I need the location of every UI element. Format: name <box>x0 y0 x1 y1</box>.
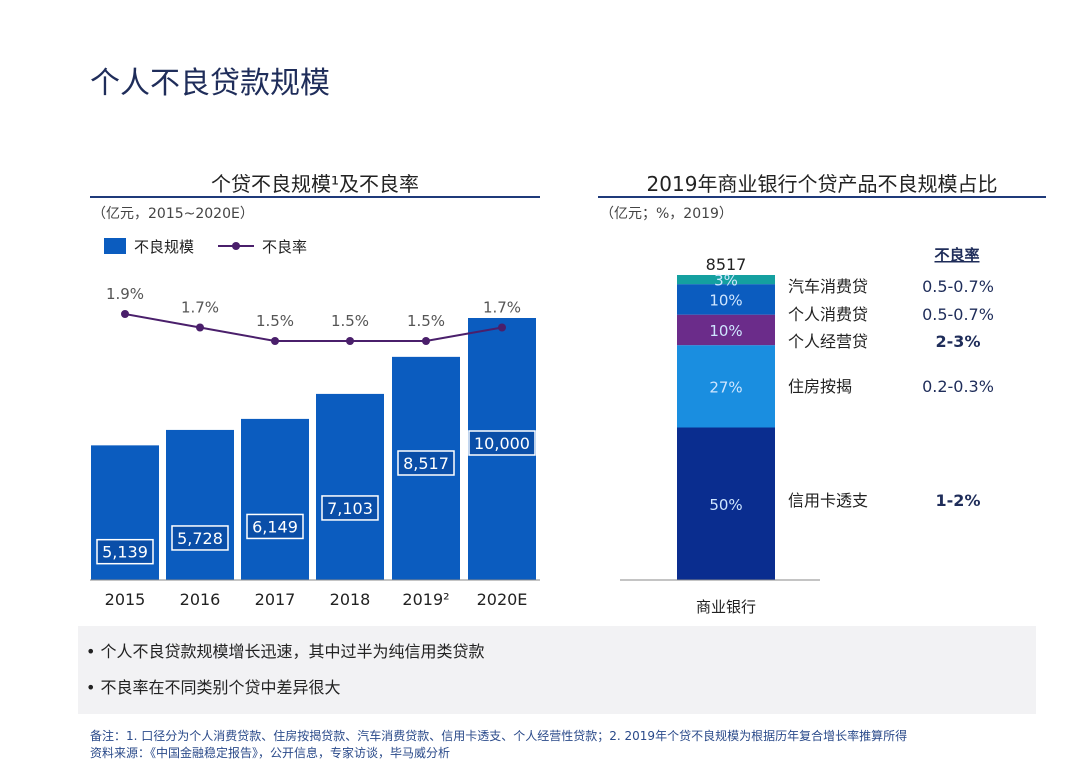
left-chart-title: 个贷不良规模¹及不良率 <box>210 172 420 196</box>
segment-name: 住房按揭 <box>788 377 852 396</box>
segment-name: 个人消费贷 <box>788 305 868 324</box>
right-chart-subtitle: （亿元；%，2019） <box>600 206 733 222</box>
right-title-rule <box>598 196 1046 198</box>
rate-point <box>121 310 129 318</box>
note-2: • 不良率在不同类别个贷中差异很大 <box>86 678 341 697</box>
bar-label-box <box>171 525 229 551</box>
segment-label: 50% <box>709 496 742 514</box>
stack-total-label: 8517 <box>706 255 747 274</box>
rate-label: 1.5% <box>407 312 445 330</box>
segment-name: 信用卡透支 <box>788 491 868 510</box>
page-title: 个人不良贷款规模 <box>90 66 330 101</box>
stack-category-label: 商业银行 <box>696 598 756 616</box>
segment-住房按揭 <box>677 345 775 428</box>
source: 资料来源：《中国金融稳定报告》，公开信息，专家访谈，毕马威分析 <box>90 746 451 760</box>
left-title-rule <box>90 196 540 198</box>
bar-value-label: 8,517 <box>403 454 449 473</box>
bar-label-box <box>96 538 154 565</box>
bar-value-label: 10,000 <box>474 434 530 453</box>
x-tick-label: 2018 <box>330 590 371 609</box>
rate-point <box>271 337 279 345</box>
segment-rate: 0.5-0.7% <box>922 277 994 296</box>
x-tick-label: 2016 <box>180 590 221 609</box>
rate-point <box>422 337 430 345</box>
rate-point <box>196 323 204 332</box>
bar-2017 <box>241 418 309 580</box>
notes-box: • 个人不良贷款规模增长迅速，其中过半为纯信用类贷款 • 不良率在不同类别个贷中… <box>78 626 1036 714</box>
rate-point <box>346 337 354 345</box>
bar-2018 <box>316 393 384 580</box>
segment-rate: 2-3% <box>936 332 981 351</box>
segment-个人消费贷 <box>677 284 775 315</box>
rate-header: 不良率 <box>934 246 979 264</box>
x-tick-label: 2019² <box>402 590 449 609</box>
rate-label: 1.5% <box>331 312 369 330</box>
rate-line <box>124 313 503 342</box>
bar-value-label: 5,139 <box>102 543 148 562</box>
legend-bar-swatch <box>104 238 126 254</box>
rate-label: 1.7% <box>483 299 521 317</box>
segment-rate: 1-2% <box>936 491 981 510</box>
segment-name: 汽车消费贷 <box>788 277 868 296</box>
segment-label: 10% <box>709 291 742 309</box>
segment-信用卡透支 <box>677 427 775 580</box>
bar-label-box <box>468 430 536 456</box>
segment-label: 27% <box>709 378 742 396</box>
left-chart-subtitle: （亿元，2015~2020E） <box>92 206 254 222</box>
segment-label: 3% <box>714 272 738 290</box>
bar-value-label: 6,149 <box>252 517 298 536</box>
bar-2016 <box>166 429 234 580</box>
footnote: 备注：1. 口径分为个人消费贷款、住房按揭贷款、汽车消费贷款、信用卡透支、个人经… <box>90 729 908 743</box>
rate-label: 1.5% <box>256 312 294 330</box>
legend-line-label: 不良率 <box>262 238 307 256</box>
legend-line-marker <box>232 242 240 250</box>
segment-rate: 0.5-0.7% <box>922 305 994 324</box>
rate-point <box>498 323 506 332</box>
bar-label-box <box>397 450 455 476</box>
legend-bar-label: 不良规模 <box>134 238 194 256</box>
segment-name: 个人经营贷 <box>788 332 868 351</box>
note-1: • 个人不良贷款规模增长迅速，其中过半为纯信用类贷款 <box>86 642 485 661</box>
bar-value-label: 5,728 <box>177 529 223 548</box>
x-tick-label: 2017 <box>255 590 296 609</box>
bar-label-box <box>321 495 379 521</box>
segment-个人经营贷 <box>677 314 775 346</box>
segment-label: 10% <box>709 322 742 340</box>
segment-rate: 0.2-0.3% <box>922 377 994 396</box>
segment-汽车消费贷 <box>677 275 775 285</box>
rate-label: 1.7% <box>181 299 219 317</box>
x-tick-label: 2020E <box>477 590 528 609</box>
bar-label-box <box>246 513 304 540</box>
x-tick-label: 2015 <box>105 590 146 609</box>
rate-label: 1.9% <box>106 285 144 303</box>
right-chart-title: 2019年商业银行个贷产品不良规模占比 <box>646 172 998 196</box>
bar-value-label: 7,103 <box>327 499 373 518</box>
